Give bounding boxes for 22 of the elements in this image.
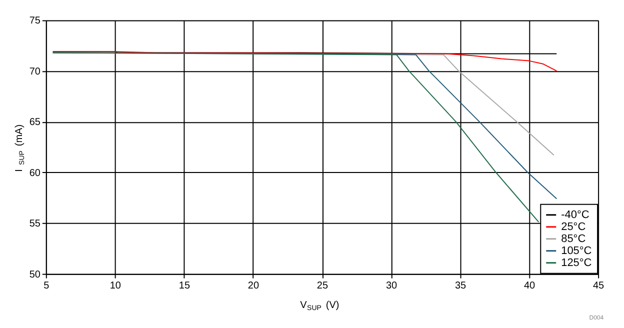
- legend-label: 25°C: [561, 220, 586, 233]
- y-tick-label: 50: [29, 269, 41, 280]
- legend-label: -40°C: [561, 208, 590, 221]
- line-series: [52, 52, 540, 223]
- x-tick-label: 45: [592, 280, 605, 292]
- x-tick-label: 15: [178, 280, 190, 292]
- legend-label: 125°C: [561, 256, 592, 269]
- legend-label: 85°C: [561, 232, 586, 245]
- x-tick-label: 40: [524, 280, 536, 292]
- y-tick-label: 55: [29, 218, 41, 230]
- x-tick-label: 25: [316, 280, 328, 292]
- x-tick-label: 20: [248, 280, 260, 292]
- legend-label: 105°C: [561, 244, 592, 257]
- x-tick-label: 35: [454, 280, 467, 292]
- y-tick-label: 75: [29, 16, 41, 27]
- y-tick-label: 60: [29, 168, 41, 179]
- x-tick-label: 10: [110, 280, 122, 292]
- y-tick-label: 65: [29, 117, 41, 128]
- y-tick-label: 70: [29, 66, 41, 78]
- line-series: [52, 51, 558, 72]
- x-tick-label: 5: [44, 280, 50, 292]
- x-tick-label: 30: [386, 280, 398, 292]
